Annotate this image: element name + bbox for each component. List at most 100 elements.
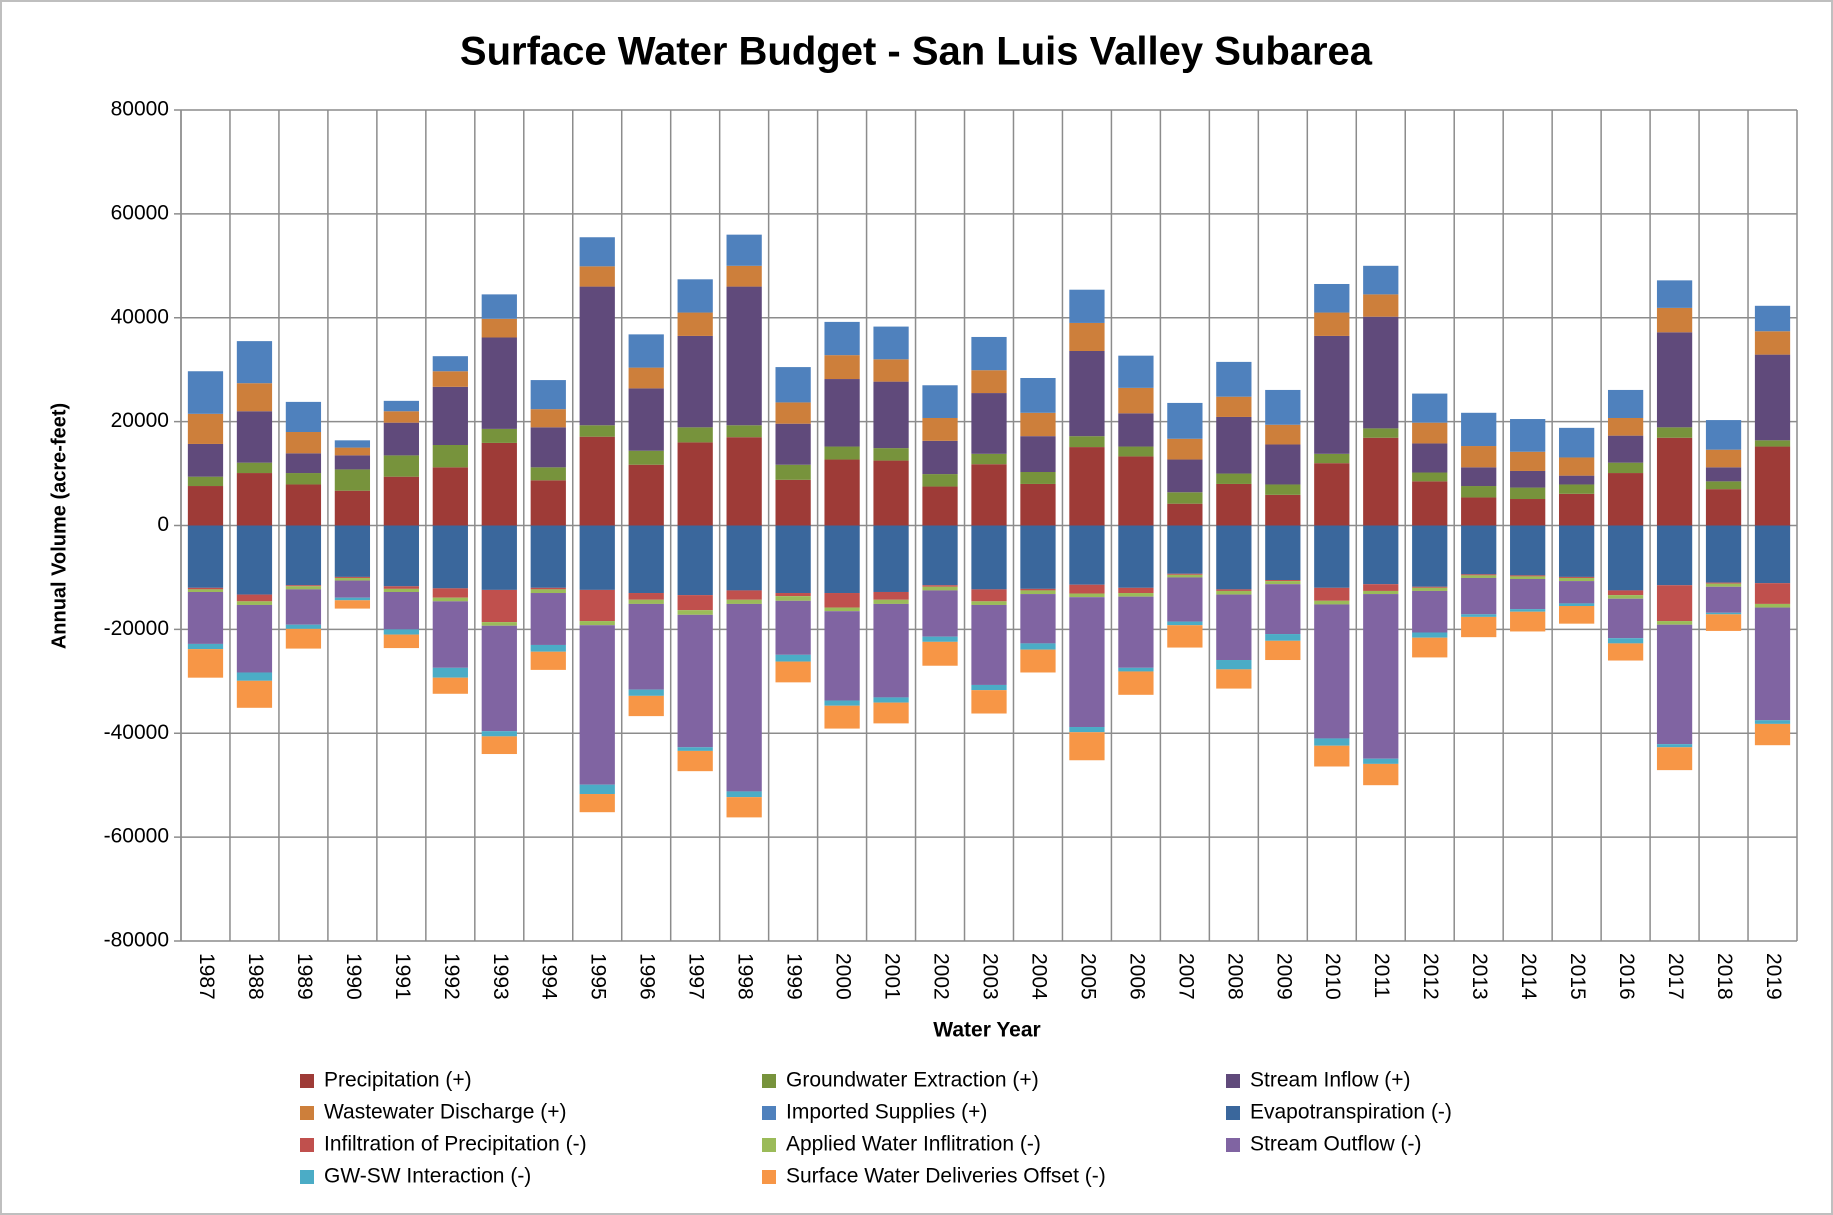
bar-segment: [1069, 593, 1105, 598]
bar-segment: [432, 356, 468, 372]
bar-segment: [1705, 612, 1742, 615]
bar-segment: [1265, 525, 1301, 581]
bar-segment: [873, 702, 909, 724]
x-tick-label: 2005: [1076, 953, 1099, 1000]
bar-segment: [1167, 492, 1203, 504]
bar-segment: [1020, 643, 1056, 650]
bar-segment: [285, 453, 322, 474]
bar-segment: [1607, 462, 1644, 474]
bar-segment: [1069, 289, 1105, 323]
bar-segment: [579, 266, 615, 287]
x-tick-label: 2012: [1419, 953, 1442, 1000]
bar-segment: [1069, 436, 1105, 448]
y-tick-label: 80000: [111, 98, 169, 121]
y-tick-label: -60000: [104, 825, 169, 848]
bar-segment: [1216, 416, 1252, 474]
y-axis-title: Annual Volume (acre-feet): [48, 403, 70, 649]
bar-segment: [922, 641, 958, 666]
bar-segment: [971, 604, 1007, 685]
bar-segment: [579, 625, 615, 785]
bar-segment: [1020, 594, 1056, 644]
bar-segment: [1216, 660, 1252, 670]
bar-segment: [971, 453, 1007, 465]
bar-segment: [383, 634, 419, 649]
bar-segment: [579, 237, 615, 267]
bar-segment: [873, 381, 909, 449]
bar-segment: [1265, 634, 1301, 641]
bar-segment: [1559, 603, 1595, 607]
bar-segment: [1754, 440, 1791, 447]
bar-segment: [1363, 294, 1399, 317]
bar-segment: [1118, 446, 1154, 457]
bar-segment: [334, 440, 371, 448]
bar-segment: [187, 371, 224, 414]
bar-segment: [1265, 580, 1301, 582]
bar-segment: [677, 750, 713, 772]
x-tick-label: 2013: [1468, 953, 1491, 1000]
bar-segment: [236, 525, 273, 595]
bar-segment: [775, 593, 811, 597]
bar-segment: [628, 334, 664, 368]
bar-segment: [579, 436, 615, 526]
y-tick-label: 20000: [111, 409, 169, 432]
bar-segment: [1314, 525, 1350, 588]
x-tick-label: 2009: [1272, 953, 1295, 1000]
bar-segment: [1020, 649, 1056, 673]
bar-segment: [1607, 417, 1644, 436]
y-tick-label: 60000: [111, 201, 169, 224]
legend: Precipitation (+) Groundwater Extraction …: [300, 1069, 1452, 1188]
bar-segment: [1412, 632, 1448, 638]
bar-segment: [1118, 413, 1154, 447]
bar-segment: [432, 386, 468, 445]
bar-segment: [579, 525, 615, 590]
bar-segment: [1412, 637, 1448, 658]
bar-segment: [481, 318, 517, 338]
bar-segment: [1314, 600, 1350, 605]
x-tick-label: 2006: [1125, 953, 1148, 1000]
bar-segment: [236, 680, 273, 708]
bar-segment: [1265, 494, 1301, 526]
bar-segment: [1363, 428, 1399, 438]
bar-segment: [236, 341, 273, 384]
x-tick-label: 2003: [978, 953, 1001, 1000]
bar-segment: [677, 525, 713, 596]
bar-segment: [1412, 586, 1448, 588]
bar-segment: [1510, 525, 1546, 576]
bar-segment: [1461, 525, 1497, 575]
bar-segment: [1020, 412, 1056, 437]
x-tick-label: 2015: [1566, 953, 1589, 1000]
bar-segment: [285, 401, 322, 433]
bar-segment: [1705, 489, 1742, 526]
bar-segment: [1754, 525, 1791, 584]
bar-segment: [677, 335, 713, 428]
bar-segment: [677, 747, 713, 751]
bar-segment: [1216, 361, 1252, 397]
bar-segment: [187, 589, 224, 592]
bar-segment: [824, 611, 860, 701]
bar-segment: [971, 370, 1007, 394]
bar-segment: [726, 791, 762, 798]
bar-segment: [1314, 335, 1350, 454]
bar-segment: [1363, 763, 1399, 786]
bar-segment: [1754, 446, 1791, 526]
bar-segment: [873, 697, 909, 703]
bar-segment: [530, 593, 566, 645]
bar-segment: [677, 614, 713, 748]
bar-segment: [1314, 283, 1350, 313]
bar-segment: [775, 479, 811, 526]
bar-segment: [873, 326, 909, 360]
bar-segment: [187, 443, 224, 477]
bar-segment: [1559, 427, 1595, 458]
bar-segment: [481, 736, 517, 755]
bar-segment: [726, 590, 762, 600]
bar-segment: [236, 601, 273, 605]
bar-segment: [236, 594, 273, 602]
x-tick-label: 1988: [244, 953, 267, 1000]
bar-segment: [824, 321, 860, 356]
x-tick-label: 1987: [195, 953, 218, 1000]
legend-label: Surface Water Deliveries Offset (-): [786, 1165, 1106, 1188]
x-tick-label: 2019: [1762, 953, 1785, 1000]
bar-segment: [1510, 576, 1546, 579]
bar-segment: [1216, 589, 1252, 591]
